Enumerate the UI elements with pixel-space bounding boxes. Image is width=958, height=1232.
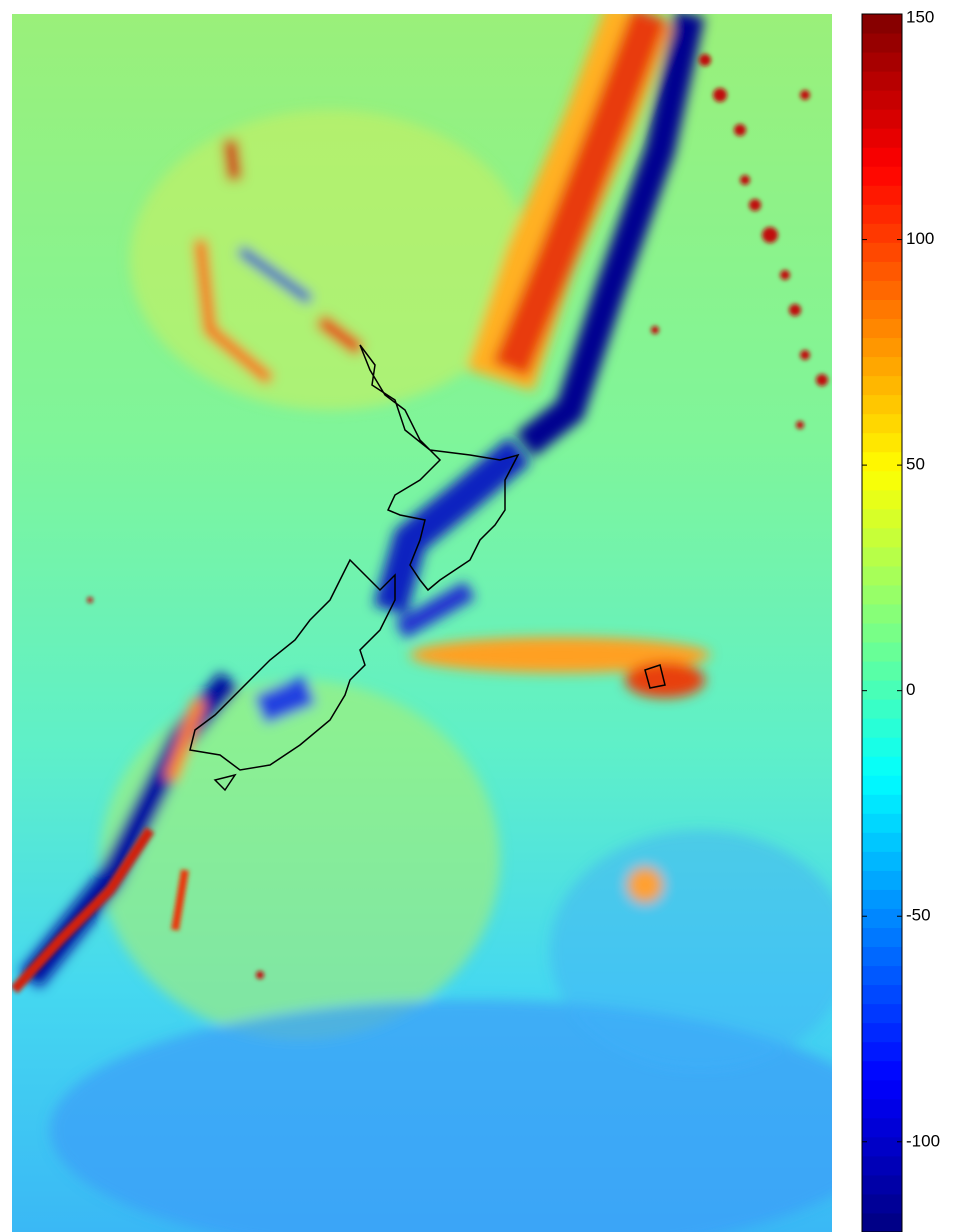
colorbar: 150 100 50 0 -50 -100 xyxy=(862,7,940,1232)
colorbar-step xyxy=(862,185,902,205)
colorbar-step xyxy=(862,1213,902,1232)
colorbar-step xyxy=(862,813,902,833)
colorbar-step xyxy=(862,71,902,91)
colorbar-step xyxy=(862,109,902,129)
colorbar-step xyxy=(862,242,902,262)
colorbar-step xyxy=(862,1023,902,1043)
colorbar-step xyxy=(862,1099,902,1119)
colorbar-step xyxy=(862,1061,902,1081)
colorbar-step xyxy=(862,661,902,681)
colorbar-step xyxy=(862,471,902,491)
colorbar-step xyxy=(862,128,902,148)
colorbar-step xyxy=(862,1156,902,1176)
colorbar-step xyxy=(862,33,902,53)
colorbar-step xyxy=(862,90,902,110)
colorbar-step xyxy=(862,928,902,948)
colorbar-step xyxy=(862,947,902,967)
colorbar-step xyxy=(862,889,902,909)
colorbar-step xyxy=(862,414,902,434)
colorbar-step xyxy=(862,1175,902,1195)
colorbar-step xyxy=(862,908,902,928)
colorbar-step xyxy=(862,832,902,852)
colorbar-step xyxy=(862,204,902,224)
tick-label: 0 xyxy=(906,680,915,699)
colorbar-step xyxy=(862,1080,902,1100)
colorbar-step xyxy=(862,1042,902,1062)
colorbar-step xyxy=(862,1118,902,1138)
colorbar-step xyxy=(862,433,902,453)
tick-label: 50 xyxy=(906,455,925,474)
tick-label: -100 xyxy=(906,1131,940,1150)
colorbar-step xyxy=(862,166,902,186)
colorbar-step xyxy=(862,966,902,986)
colorbar-step xyxy=(862,718,902,738)
colorbar-step xyxy=(862,52,902,72)
colorbar-step xyxy=(862,775,902,795)
colorbar-step xyxy=(862,642,902,662)
colorbar-step xyxy=(862,395,902,415)
colorbar-step xyxy=(862,509,902,529)
colorbar-step xyxy=(862,699,902,719)
colorbar-step xyxy=(862,376,902,396)
colorbar-step xyxy=(862,566,902,586)
colorbar-step xyxy=(862,623,902,643)
colorbar-step xyxy=(862,1004,902,1024)
colorbar-step xyxy=(862,756,902,776)
colorbar-step xyxy=(862,14,902,34)
colorbar-step xyxy=(862,851,902,871)
tick-label: -50 xyxy=(906,906,931,925)
colorbar-step xyxy=(862,223,902,243)
colorbar-step xyxy=(862,794,902,814)
colorbar-step xyxy=(862,452,902,472)
colorbar-step xyxy=(862,1137,902,1157)
colorbar-step xyxy=(862,547,902,567)
colorbar-step xyxy=(862,338,902,358)
colorbar-step xyxy=(862,490,902,510)
gravity-map xyxy=(12,14,890,1232)
colorbar-step xyxy=(862,680,902,700)
tick-label: 100 xyxy=(906,229,934,248)
colorbar-step xyxy=(862,985,902,1005)
figure: 150 100 50 0 -50 -100 xyxy=(0,0,958,1232)
colorbar-step xyxy=(862,528,902,548)
colorbar-step xyxy=(862,280,902,300)
colorbar-step xyxy=(862,870,902,890)
colorbar-step xyxy=(862,261,902,281)
colorbar-step xyxy=(862,1194,902,1214)
tick-label: 150 xyxy=(906,7,934,26)
colorbar-step xyxy=(862,585,902,605)
colorbar-step xyxy=(862,319,902,339)
colorbar-step xyxy=(862,604,902,624)
colorbar-step xyxy=(862,737,902,757)
colorbar-step xyxy=(862,299,902,319)
colorbar-step xyxy=(862,147,902,167)
colorbar-step xyxy=(862,357,902,377)
